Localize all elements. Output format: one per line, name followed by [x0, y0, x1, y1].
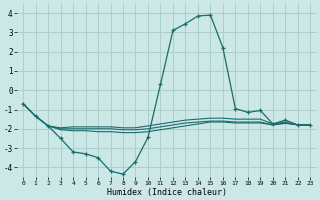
X-axis label: Humidex (Indice chaleur): Humidex (Indice chaleur)	[107, 188, 227, 197]
